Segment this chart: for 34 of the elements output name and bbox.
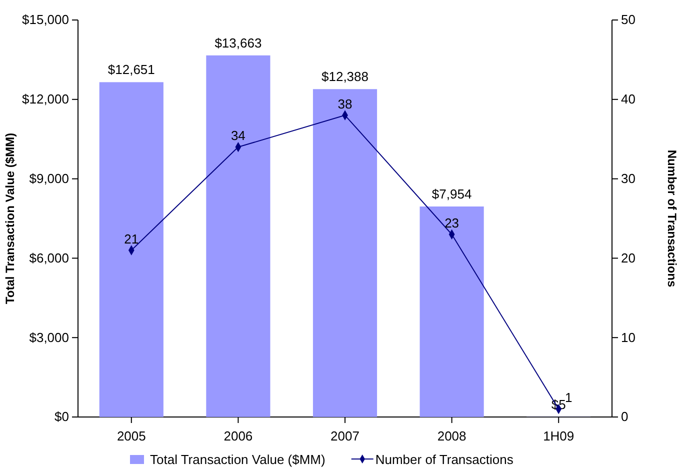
x-tick-label: 2006 [224,428,253,444]
y2-tick-label: 0 [621,409,628,424]
bar [312,89,378,417]
legend-label: Total Transaction Value ($MM) [150,452,326,467]
bar [99,82,164,417]
bar [420,206,484,417]
data-label: 38 [338,96,352,112]
y2-tick-label: 30 [621,170,636,186]
x-tick-label: 2008 [437,428,466,444]
data-label: 1 [564,390,572,406]
data-label: $12,651 [108,62,155,78]
data-label: $13,663 [214,35,262,50]
bar [206,55,270,417]
data-label: 23 [444,215,460,230]
y2-tick-label: 50 [621,12,636,28]
legend-label: Number of Transactions [375,452,514,467]
x-tick-label: 2007 [330,428,360,444]
data-label: 34 [230,128,246,144]
data-label: $12,388 [322,69,368,84]
y2-tick-label: 20 [621,250,636,266]
y-tick-label: $15,000 [22,12,69,28]
y2-tick-label: 40 [621,92,636,107]
y-tick-label: $9,000 [29,170,69,186]
y-tick-label: $3,000 [29,330,69,345]
y-tick-label: $6,000 [29,250,69,266]
data-label: 21 [124,231,139,246]
x-tick-label: 1H09 [543,428,574,444]
y-tick-label: $12,000 [22,92,69,107]
y-axis-title: Total Transaction Value ($MM) [3,132,17,304]
y2-axis-title: Number of Transactions [665,150,679,288]
y2-tick-label: 10 [621,330,636,345]
data-label: $7,954 [432,186,472,202]
x-tick-label: 2005 [116,428,146,444]
y-tick-label: $0 [54,409,69,424]
